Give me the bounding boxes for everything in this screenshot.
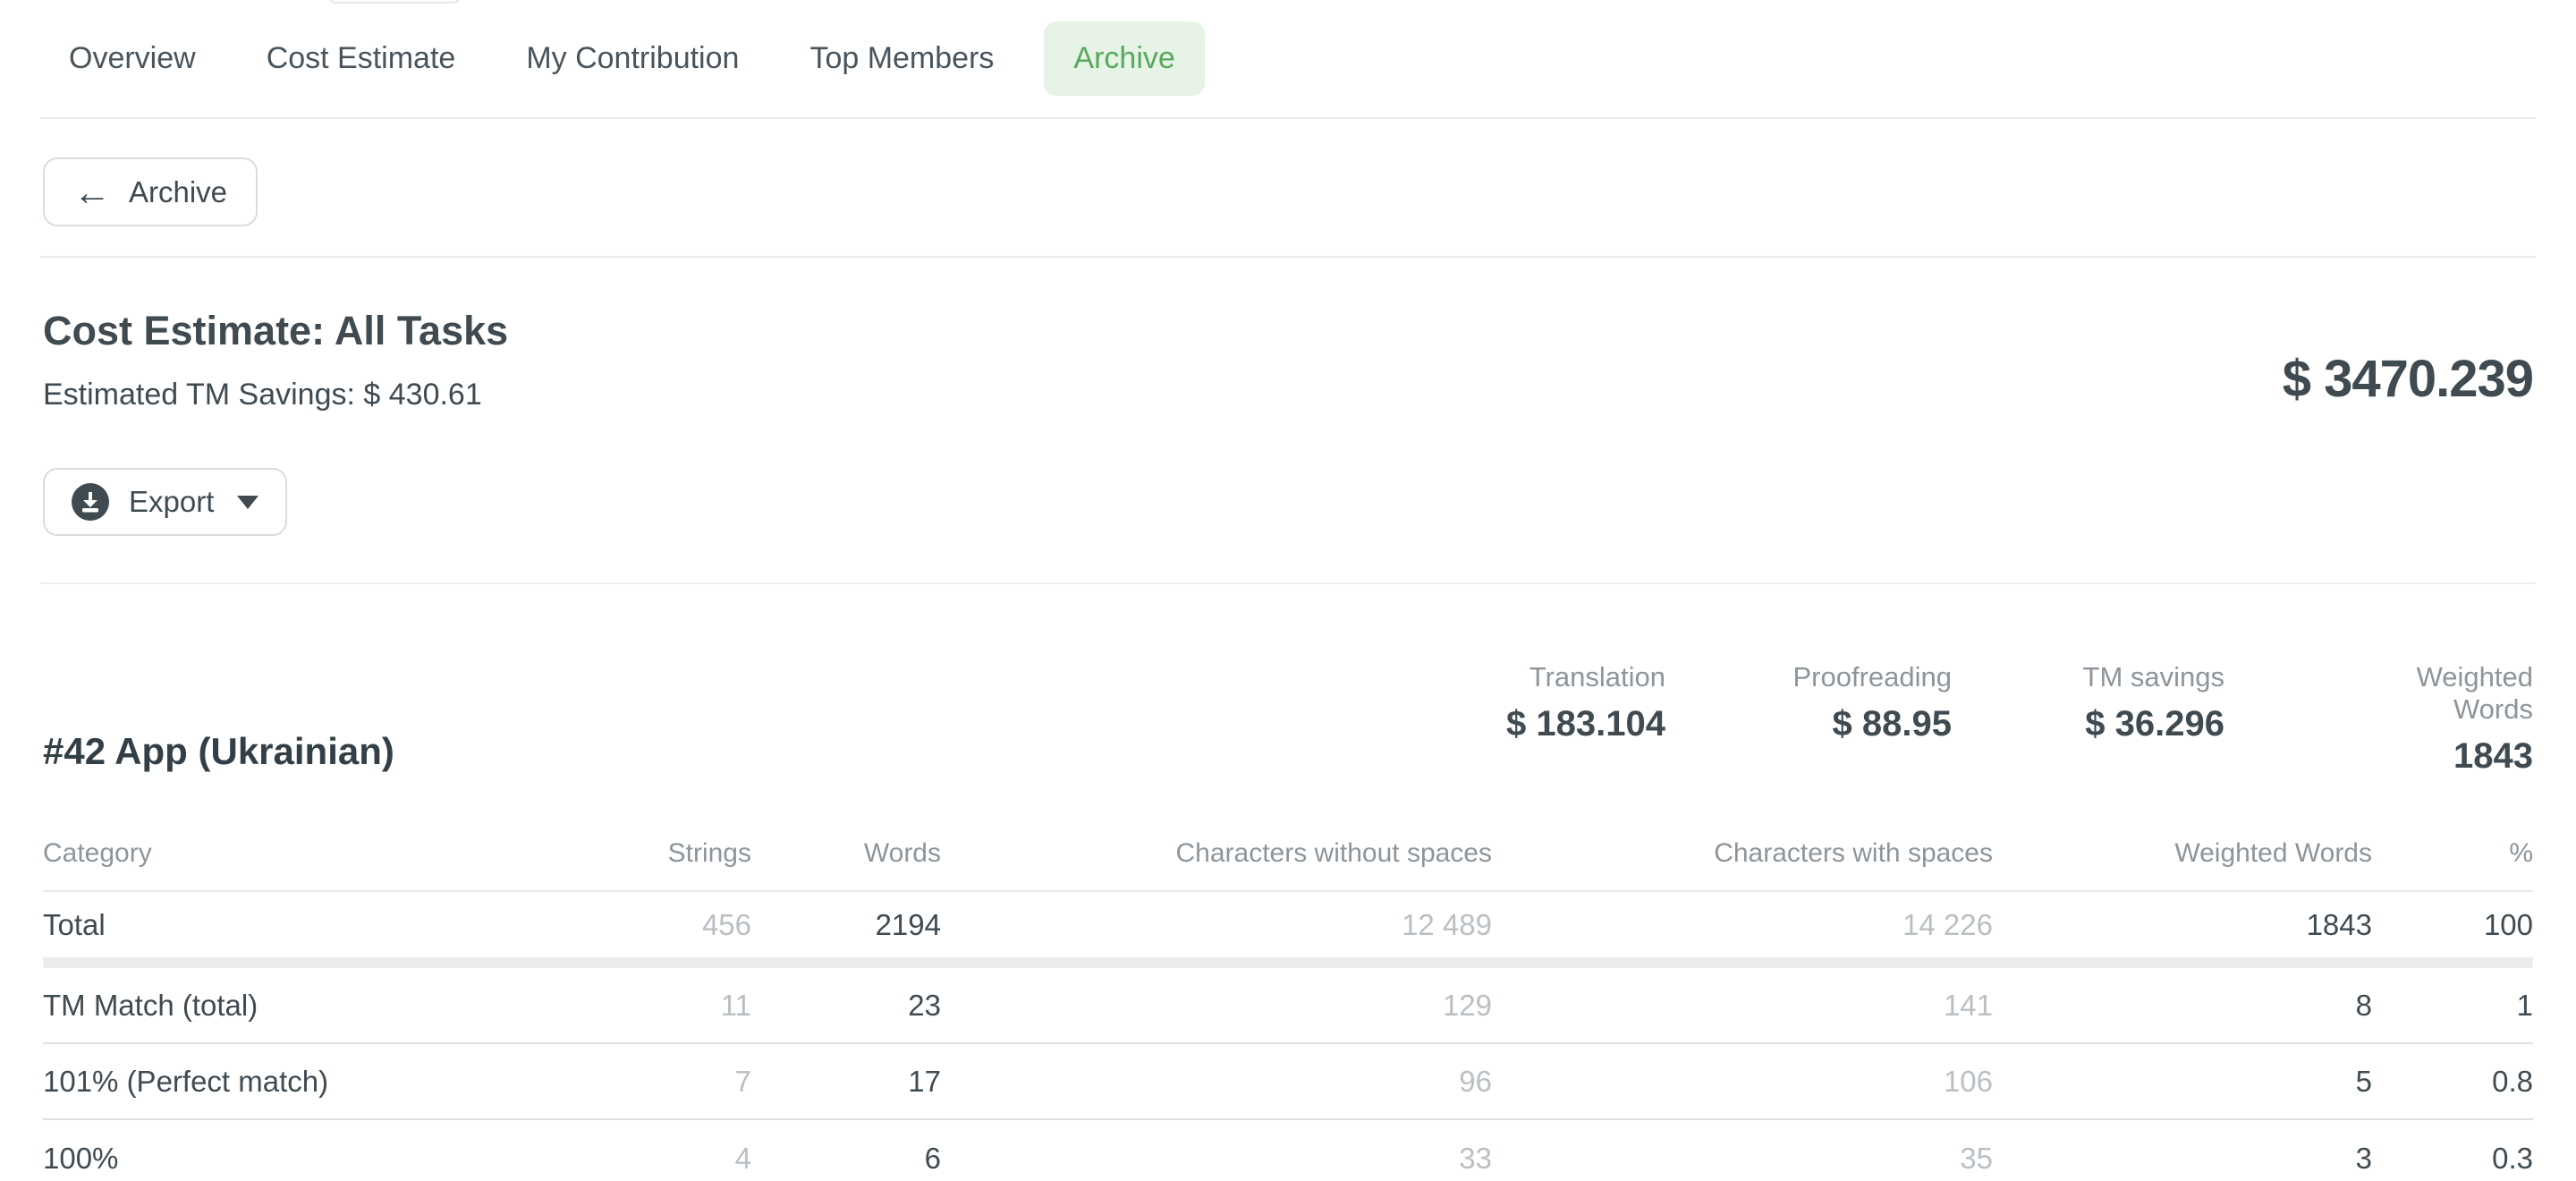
col-header-strings: Strings (667, 838, 751, 868)
stat-value: $ 36.296 (2085, 704, 2224, 743)
arrow-left-icon: ← (73, 170, 111, 213)
cell-chars-without-spaces: 12 489 (1402, 907, 1492, 941)
table-row-tm-match: TM Match (total) 11 23 129 141 8 1 (43, 968, 2533, 1044)
section-divider (40, 582, 2536, 584)
col-header-chars-without-spaces: Characters without spaces (1175, 838, 1493, 868)
task-stats: Translation $ 183.104 Proofreading $ 88.… (1487, 661, 2533, 777)
cell-percent: 100 (2483, 907, 2533, 941)
download-icon (72, 483, 109, 521)
task-title: #42 App (Ukrainian) (43, 730, 394, 772)
total-price: $ 3470.239 (2282, 350, 2534, 408)
cell-words: 6 (924, 1141, 941, 1175)
table-row-100: 100% 4 6 33 35 3 0.3 (43, 1120, 2533, 1181)
stat-proofreading: Proofreading $ 88.95 (1773, 661, 1952, 777)
cell-weighted-words: 5 (2355, 1064, 2372, 1098)
cell-category: TM Match (total) (43, 988, 258, 1022)
cell-chars-with-spaces: 35 (1960, 1141, 1993, 1175)
cell-words: 17 (908, 1064, 941, 1098)
stat-value: $ 88.95 (1832, 704, 1952, 743)
stat-value: $ 183.104 (1506, 704, 1665, 743)
cell-category: 101% (Perfect match) (43, 1064, 329, 1098)
tab-my-contribution[interactable]: My Contribution (526, 41, 740, 75)
cell-strings: 456 (701, 907, 751, 941)
stat-tm-savings: TM savings $ 36.296 (2059, 661, 2224, 777)
col-header-percent: % (2509, 838, 2533, 868)
back-to-archive-button[interactable]: ← Archive (43, 157, 258, 226)
tab-bar: Overview Cost Estimate My Contribution T… (0, 0, 2576, 117)
tm-savings-line: Estimated TM Savings: $ 430.61 (43, 378, 482, 412)
col-header-weighted-words: Weighted Words (2174, 838, 2372, 868)
cell-chars-without-spaces: 96 (1459, 1064, 1492, 1098)
cell-chars-with-spaces: 141 (1943, 988, 1993, 1022)
tab-overview[interactable]: Overview (69, 41, 196, 75)
cell-category: Total (43, 907, 106, 941)
cell-words: 23 (908, 988, 941, 1022)
cell-strings: 11 (720, 988, 751, 1022)
stat-weighted-words: Weighted Words 1843 (2332, 661, 2533, 777)
table-header-row: Category Strings Words Characters withou… (43, 817, 2533, 892)
cell-chars-with-spaces: 14 226 (1902, 907, 1993, 941)
tabs-divider (40, 117, 2536, 119)
table-row-101-perfect-match: 101% (Perfect match) 7 17 96 106 5 0.8 (43, 1044, 2533, 1120)
task-section-header: #42 App (Ukrainian) Translation $ 183.10… (0, 661, 2576, 777)
export-button[interactable]: Export (43, 468, 288, 536)
cell-weighted-words: 3 (2355, 1141, 2372, 1175)
page-title: Cost Estimate: All Tasks (43, 308, 509, 353)
tab-top-members[interactable]: Top Members (809, 41, 995, 75)
stat-translation: Translation $ 183.104 (1487, 661, 1665, 777)
col-header-category: Category (43, 838, 152, 868)
cell-weighted-words: 8 (2355, 988, 2372, 1022)
cell-weighted-words: 1843 (2306, 907, 2372, 941)
caret-down-icon (237, 495, 259, 509)
cell-percent: 1 (2516, 988, 2533, 1022)
tab-cost-estimate[interactable]: Cost Estimate (266, 41, 456, 75)
cost-estimate-header: Cost Estimate: All Tasks $ 3470.239 Esti… (0, 308, 2576, 536)
cell-percent: 0.8 (2492, 1064, 2533, 1098)
cell-words: 2194 (875, 907, 941, 941)
cut-off-dropdown-fragment (327, 0, 462, 4)
cell-chars-with-spaces: 106 (1943, 1064, 1993, 1098)
col-header-words: Words (863, 838, 941, 868)
col-header-chars-with-spaces: Characters with spaces (1714, 838, 1993, 868)
cell-chars-without-spaces: 129 (1442, 988, 1492, 1022)
cell-category: 100% (43, 1141, 119, 1175)
export-button-label: Export (129, 485, 215, 518)
cost-breakdown-table: Category Strings Words Characters withou… (43, 817, 2533, 1181)
stat-label: Weighted Words (2416, 661, 2533, 725)
stat-label: Translation (1529, 661, 1665, 692)
tab-archive[interactable]: Archive (1044, 21, 1205, 96)
cell-chars-without-spaces: 33 (1459, 1141, 1492, 1175)
stat-label: Proofreading (1792, 661, 1952, 692)
header-divider (40, 256, 2536, 258)
cell-strings: 4 (734, 1141, 751, 1175)
table-row-total: Total 456 2194 12 489 14 226 1843 100 (43, 892, 2533, 968)
stat-value: 1843 (2453, 736, 2533, 776)
back-button-label: Archive (129, 174, 228, 208)
cell-percent: 0.3 (2492, 1141, 2533, 1175)
cell-strings: 7 (734, 1064, 751, 1098)
stat-label: TM savings (2082, 661, 2224, 692)
